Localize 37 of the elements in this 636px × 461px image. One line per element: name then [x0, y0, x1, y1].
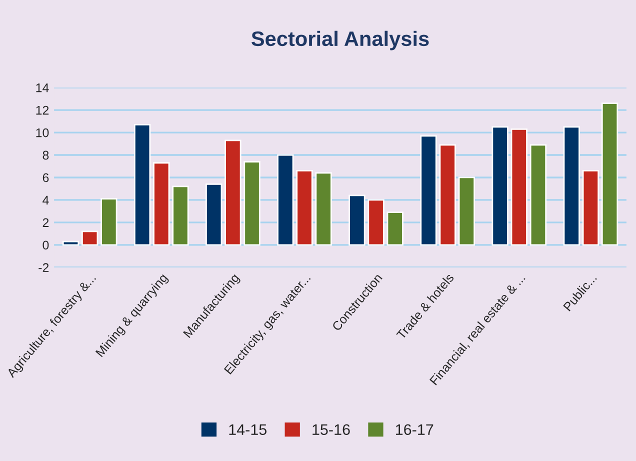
- bar: [601, 102, 618, 246]
- bar: [244, 161, 260, 246]
- y-tick-label: 10: [36, 128, 49, 138]
- bar: [224, 140, 242, 246]
- bar: [386, 212, 404, 246]
- bar: [62, 240, 80, 246]
- y-tick-label: 2: [42, 218, 49, 227]
- y-tick-label: 0: [42, 240, 49, 250]
- y-tick-label: 8: [42, 150, 49, 160]
- bar: [439, 144, 456, 246]
- bar: [153, 162, 170, 246]
- bar: [582, 170, 600, 246]
- bar: [492, 126, 508, 246]
- bar: [100, 198, 118, 246]
- bar: [277, 154, 294, 246]
- bar: [82, 230, 98, 246]
- y-tick-label: -2: [38, 263, 49, 272]
- bar: [206, 184, 222, 246]
- bar: [172, 186, 189, 246]
- y-tick-label: 12: [36, 106, 49, 115]
- chart-title: Sectorial Analysis: [252, 30, 429, 50]
- legend-label: 15-16: [312, 424, 350, 436]
- bar: [420, 135, 437, 246]
- bar: [510, 128, 528, 246]
- legend-label: 14-15: [229, 424, 267, 436]
- y-tick-label: 14: [36, 84, 49, 92]
- bar: [134, 124, 151, 246]
- bar: [458, 176, 475, 246]
- y-tick-label: 6: [42, 173, 49, 182]
- bar: [530, 144, 547, 246]
- bar: [348, 194, 366, 246]
- bar: [315, 172, 332, 246]
- bar: [563, 126, 580, 246]
- bar: [296, 170, 313, 246]
- legend-label: 16-17: [396, 424, 434, 436]
- y-tick-label: 4: [42, 196, 49, 204]
- bar: [368, 199, 384, 246]
